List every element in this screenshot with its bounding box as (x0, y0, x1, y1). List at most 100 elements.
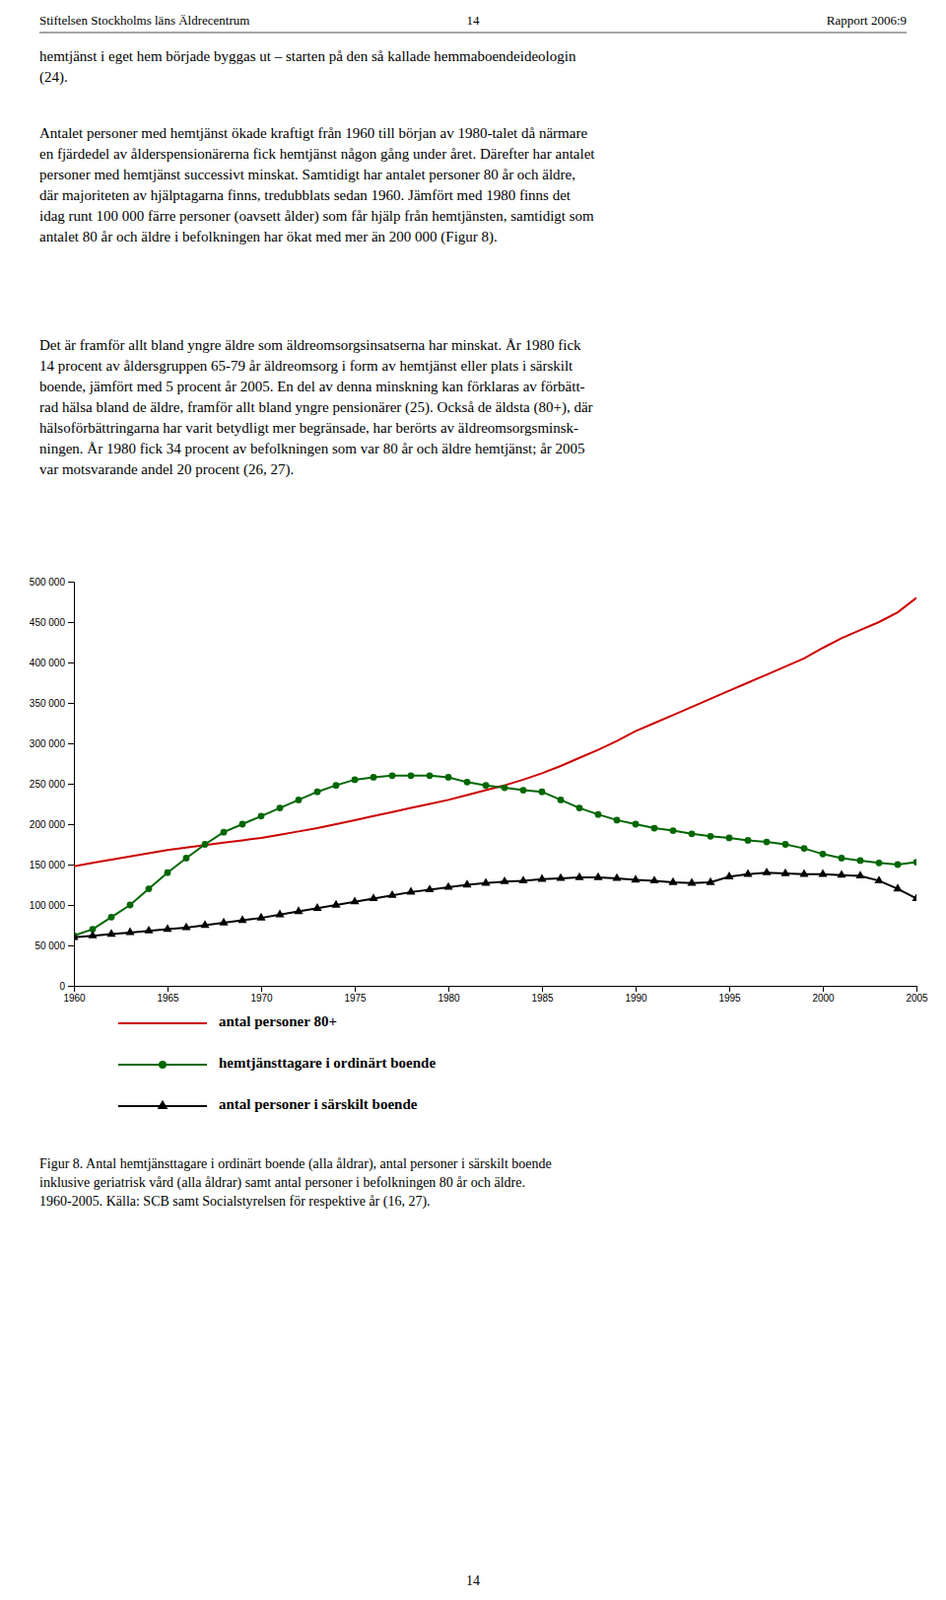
y-tick: 500 000 (29, 576, 74, 588)
series-marker (649, 875, 659, 883)
x-tick-mark (448, 985, 450, 992)
series-marker (162, 923, 172, 932)
paragraph-line: hälsoförbättringarna har varit betydligt… (39, 419, 579, 436)
y-tick: 450 000 (29, 616, 74, 628)
legend-label: antal personer 80+ (218, 1013, 338, 1029)
series-marker (799, 869, 809, 878)
series-marker (370, 773, 378, 781)
series-marker (817, 869, 827, 878)
series-marker (424, 883, 434, 892)
series-marker (181, 922, 191, 931)
series-marker (445, 773, 453, 781)
y-tick-label: 50 000 (34, 940, 66, 951)
y-tick: 150 000 (29, 859, 74, 871)
y-tick: 200 000 (29, 818, 74, 830)
series-marker (782, 840, 790, 848)
y-tick-label: 150 000 (29, 859, 67, 871)
y-tick-label: 200 000 (29, 818, 67, 830)
y-tick: 100 000 (29, 899, 74, 911)
series-marker (761, 867, 771, 876)
series-marker (911, 892, 917, 901)
header-text: 14 (467, 12, 481, 28)
series-marker (518, 875, 528, 883)
x-tick-label: 1995 (718, 992, 742, 1004)
x-tick-mark (261, 985, 263, 992)
series-marker (744, 836, 752, 844)
series-marker (499, 876, 509, 884)
y-tick-label: 400 000 (29, 657, 67, 669)
series-marker (164, 869, 172, 877)
series-marker (726, 834, 734, 842)
series-marker (405, 886, 415, 895)
series-line (73, 872, 917, 938)
legend-label: antal personer i särskilt boende (218, 1095, 418, 1112)
paragraph: Antalet personer med hemtjänst ökade kra… (39, 125, 596, 246)
series-marker (574, 872, 584, 880)
x-tick-label: 2000 (811, 992, 835, 1004)
page: Stiftelsen Stockholms läns Äldrecentrum1… (0, 0, 946, 1600)
x-tick-label: 2005 (905, 992, 929, 1004)
series-marker (537, 873, 546, 881)
series-marker (613, 816, 621, 824)
paragraph: hemtjänst i eget hem började byggas ut –… (39, 48, 577, 86)
series-marker (462, 878, 472, 887)
series-marker (407, 771, 415, 779)
paragraph-line: Det är framför allt bland yngre äldre so… (39, 337, 582, 353)
header-text-line: 14 (467, 12, 481, 28)
x-tick: 1975 (343, 985, 367, 1004)
paragraph-line: Antalet personer med hemtjänst ökade kra… (39, 125, 588, 141)
series-marker (331, 899, 340, 908)
paragraph-line: personer med hemtjänst successivt minska… (39, 166, 576, 183)
series-line (73, 597, 917, 866)
y-tick-label: 450 000 (29, 616, 67, 628)
header-text: Rapport 2006:9 (826, 12, 907, 28)
series-marker (576, 804, 584, 811)
x-tick-mark (916, 985, 918, 992)
series-marker (593, 872, 603, 880)
x-tick: 2000 (811, 985, 835, 1004)
y-tick: 50 000 (34, 940, 74, 951)
series-marker (520, 786, 528, 794)
series-marker (200, 919, 209, 928)
series-marker (314, 788, 322, 796)
series-marker (73, 932, 79, 941)
x-tick: 1995 (718, 985, 742, 1004)
x-tick-mark (167, 985, 169, 992)
y-tick-mark (67, 864, 74, 866)
y-tick-label: 250 000 (29, 778, 67, 790)
paragraph-line: en fjärdedel av ålderspensionärerna fick… (39, 145, 596, 162)
x-tick-mark (635, 985, 637, 992)
paragraph-line: antalet 80 år och äldre i befolkningen h… (39, 228, 498, 246)
y-tick-mark (67, 581, 74, 583)
y-tick-mark (67, 945, 74, 946)
y-tick: 350 000 (29, 697, 74, 709)
header-rule (39, 32, 907, 34)
paragraph-line: 14 procent av åldersgruppen 65-79 år äld… (39, 357, 574, 374)
y-tick: 250 000 (29, 778, 74, 790)
figure-caption-line: inklusive geriatrisk vård (alla åldrar) … (39, 1174, 526, 1191)
series-marker (127, 901, 135, 909)
series-marker (276, 804, 284, 811)
series-marker (108, 913, 116, 921)
y-tick-mark (67, 904, 74, 906)
x-tick: 1980 (437, 985, 461, 1004)
series-marker (894, 861, 902, 869)
series-marker (555, 873, 565, 881)
x-tick: 1965 (156, 985, 180, 1004)
series-marker (688, 829, 696, 837)
x-tick: 2005 (905, 985, 929, 1004)
series-marker (763, 838, 771, 846)
paragraph: Det är framför allt bland yngre äldre so… (39, 337, 594, 478)
x-tick-label: 1985 (531, 992, 554, 1004)
series-marker (426, 771, 434, 779)
series-marker (651, 824, 659, 832)
x-tick: 1985 (531, 985, 554, 1004)
series-marker (892, 882, 902, 891)
y-tick-label: 100 000 (29, 899, 67, 911)
legend-swatch (118, 1021, 207, 1024)
series-marker (183, 854, 191, 862)
legend-marker (158, 1060, 167, 1069)
y-tick-mark (67, 743, 74, 744)
y-axis-line (67, 582, 75, 987)
series-marker (913, 858, 917, 866)
